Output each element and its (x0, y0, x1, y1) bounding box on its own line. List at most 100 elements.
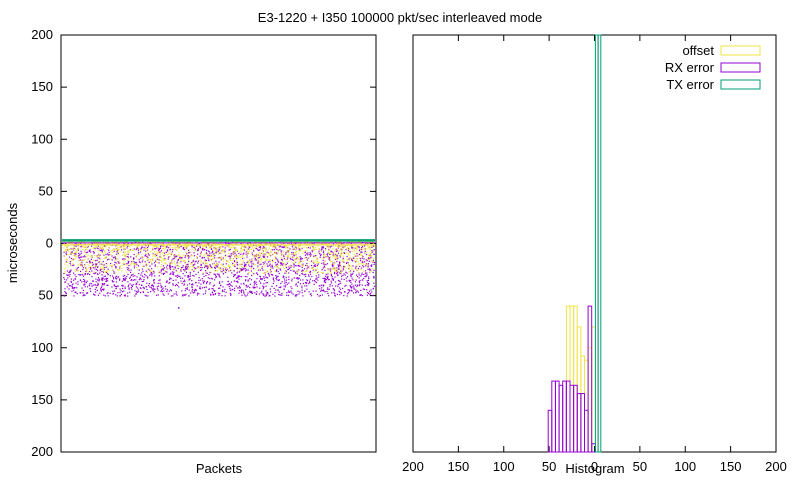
rx-error-point (183, 247, 185, 249)
rx-error-point (91, 243, 93, 245)
rx-error-point (129, 291, 131, 293)
rx-error-point (325, 275, 327, 277)
rx-error-point (156, 286, 158, 288)
rx-error-point (373, 253, 375, 255)
offset-point (64, 272, 66, 274)
rx-error-point (202, 293, 204, 295)
rx-error-point (263, 283, 265, 285)
offset-point (347, 247, 349, 249)
rx-error-point (148, 284, 150, 287)
rx-error-point (313, 262, 315, 264)
offset-point (100, 266, 102, 268)
rx-error-point (200, 264, 202, 266)
rx-error-point (70, 285, 72, 287)
rx-error-point (151, 268, 153, 270)
offset-point (122, 260, 124, 262)
rx-error-point (251, 292, 253, 294)
offset-point (77, 243, 79, 245)
offset-point (196, 267, 198, 269)
offset-point (169, 252, 171, 254)
rx-error-point (127, 281, 129, 283)
offset-point (106, 249, 109, 251)
rx-error-point (167, 247, 169, 249)
rx-error-point (308, 253, 310, 256)
rx-error-point (118, 262, 120, 264)
rx-error-point (65, 261, 67, 263)
offset-point (354, 260, 356, 262)
rx-error-point (365, 263, 367, 265)
rx-error-point (169, 267, 172, 269)
rx-error-point (77, 281, 79, 283)
rx-error-point (154, 265, 156, 267)
rx-error-point (96, 255, 98, 257)
rx-error-point (115, 294, 117, 296)
offset-point (178, 251, 180, 254)
rx-error-point (225, 270, 227, 272)
offset-point (338, 250, 340, 252)
rx-error-point (101, 278, 103, 280)
rx-error-point (158, 248, 160, 250)
offset-point (224, 258, 226, 260)
rx-error-point (123, 245, 125, 247)
offset-point (216, 243, 218, 245)
rx-error-point (299, 248, 301, 250)
rx-error-point (254, 280, 256, 282)
offset-point (65, 245, 67, 247)
offset-point (313, 256, 315, 258)
offset-point (302, 264, 304, 266)
rx-error-point (193, 290, 195, 292)
rx-error-point (212, 285, 214, 287)
offset-point (111, 269, 113, 271)
rx-error-point (128, 260, 130, 262)
rx-error-point (180, 246, 182, 248)
offset-point (91, 256, 93, 258)
rx-error-point (104, 275, 106, 277)
offset-point (197, 245, 199, 247)
offset-point (130, 263, 132, 265)
rx-error-point (335, 248, 337, 250)
rx-error-point (249, 265, 251, 268)
offset-point (239, 250, 241, 252)
rx-error-point (258, 293, 261, 295)
offset-point (104, 250, 106, 252)
rx-error-point (202, 280, 204, 282)
offset-point (357, 269, 359, 271)
offset-point (177, 254, 179, 256)
offset-point (74, 245, 76, 247)
offset-point (369, 258, 371, 260)
rx-error-point (193, 264, 195, 266)
offset-point (65, 250, 67, 253)
offset-point (249, 245, 251, 247)
rx-error-point (258, 246, 260, 248)
rx-error-point (103, 268, 105, 270)
rx-error-point (245, 253, 247, 255)
offset-point (327, 257, 330, 259)
offset-point (99, 263, 102, 265)
rx-error-point (343, 265, 345, 267)
offset-point (355, 260, 357, 262)
rx-error-point (229, 248, 231, 251)
offset-point (191, 269, 193, 271)
offset-point (217, 247, 219, 249)
offset-point (294, 259, 296, 261)
offset-point (351, 258, 353, 260)
rx-error-point (305, 275, 307, 277)
offset-point (358, 241, 361, 243)
offset-point (286, 245, 288, 247)
rx-error-point (178, 286, 180, 288)
rx-error-point (307, 274, 310, 276)
offset-point (215, 252, 217, 254)
rx-error-point (74, 278, 77, 280)
offset-point (316, 266, 318, 268)
offset-point (359, 248, 361, 250)
offset-point (231, 260, 233, 262)
rx-error-point (306, 262, 308, 265)
offset-point (237, 255, 239, 257)
offset-point (302, 260, 305, 262)
offset-point (253, 257, 255, 259)
rx-error-point (199, 279, 202, 281)
rx-error-point (127, 285, 129, 288)
offset-point (264, 241, 266, 243)
offset-point (339, 243, 341, 245)
offset-point (84, 249, 86, 251)
